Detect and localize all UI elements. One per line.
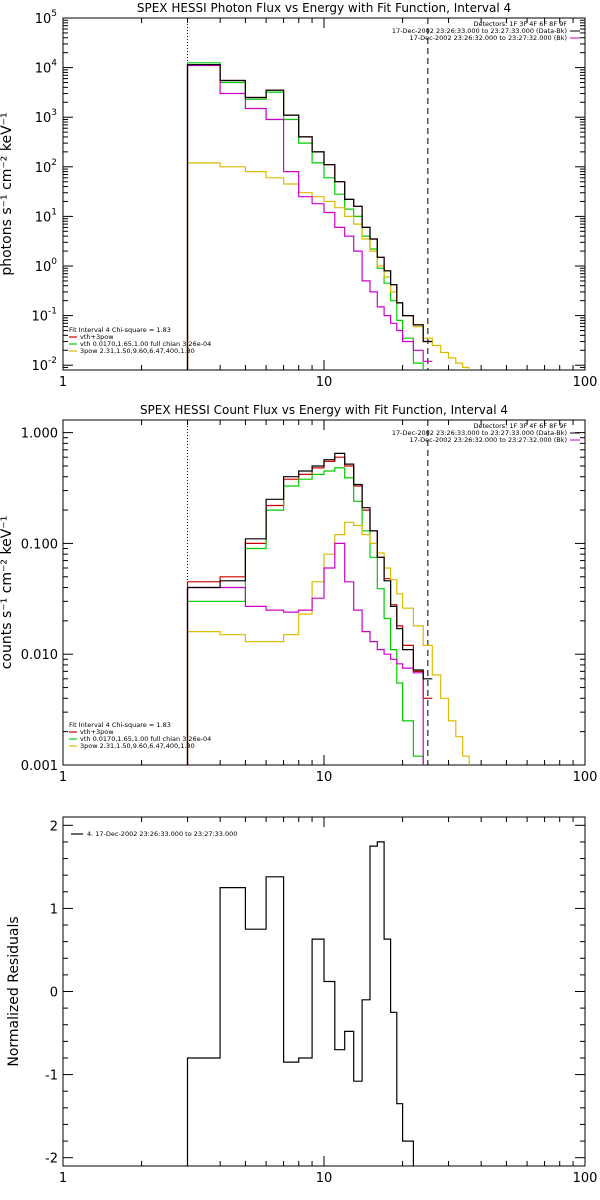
info-text-line: 17-Dec-2002 23:26:33.000 to 23:27:33.000… xyxy=(392,27,567,35)
y-tick-label: 10-2 xyxy=(31,356,57,374)
legend-label: vth+3pow xyxy=(80,333,114,341)
series-group xyxy=(186,62,470,370)
y-tick-label: 103 xyxy=(35,108,57,126)
y-tick-label: 1 xyxy=(50,902,58,917)
y-tick-base: 10 xyxy=(35,111,52,126)
y-tick-base: 10 xyxy=(35,260,52,275)
y-axis-label: Normalized Residuals xyxy=(6,916,22,1066)
y-tick-label: 0.010 xyxy=(21,648,58,663)
y-axis-label: counts s⁻¹ cm⁻² keV⁻¹ xyxy=(0,516,15,670)
plot-frame xyxy=(62,816,586,1167)
x-tick-label: 10 xyxy=(316,770,333,785)
legend-label: 4. 17-Dec-2002 23:26:33.000 to 23:27:33.… xyxy=(87,830,237,838)
y-tick-exponent: 1 xyxy=(51,207,57,217)
info-text-line: 17-Dec-2002 23:26:32.000 to 23:27:32.000… xyxy=(410,436,568,444)
legend-label: 3pow 2.31,1.50,9.60,6.47,400,1.80 xyxy=(80,742,195,750)
plot-frame xyxy=(62,17,586,371)
info-text-line: Detectors: 1F 3F 4F 6F 8F 9F xyxy=(473,20,567,28)
y-tick-exponent: 2 xyxy=(51,158,57,168)
y-tick-label: 10-1 xyxy=(31,307,57,325)
y-tick-label: 100 xyxy=(35,257,58,275)
series-line-0 xyxy=(186,63,433,370)
count-flux-panel: SPEX HESSI Count Flux vs Energy with Fit… xyxy=(0,403,597,785)
y-tick-label: 0.001 xyxy=(21,759,58,774)
y-tick-exponent: 5 xyxy=(51,9,57,19)
y-tick-label: 101 xyxy=(35,207,57,225)
legend-title: Fit Interval 4 Chi-square = 1.83 xyxy=(69,326,171,334)
x-tick-label: 10 xyxy=(316,1171,333,1186)
series-line-1 xyxy=(186,62,424,370)
x-tick-label: 100 xyxy=(573,375,598,390)
y-tick-base: 10 xyxy=(31,359,48,374)
y-tick-base: 10 xyxy=(35,62,52,77)
legend-title: Fit Interval 4 Chi-square = 1.83 xyxy=(69,721,171,729)
photon-flux-panel: SPEX HESSI Photon Flux vs Energy with Fi… xyxy=(0,1,597,390)
y-tick-label: 0 xyxy=(50,986,58,1001)
y-tick-base: 10 xyxy=(35,161,52,176)
y-tick-base: 10 xyxy=(35,12,52,27)
info-text-line: Detectors: 1F 3F 4F 6F 8F 9F xyxy=(473,422,567,430)
series-line-3 xyxy=(186,64,433,370)
x-tick-label: 100 xyxy=(573,1171,598,1186)
x-tick-label: 1 xyxy=(59,770,67,785)
series-group xyxy=(186,452,470,765)
legend-label: vth+3pow xyxy=(80,728,114,736)
x-tick-label: 1 xyxy=(59,375,67,390)
y-tick-base: 10 xyxy=(31,310,48,325)
info-text-line: 17-Dec-2002 23:26:32.000 to 23:27:32.000… xyxy=(410,34,568,42)
chart-title: SPEX HESSI Photon Flux vs Energy with Fi… xyxy=(137,1,511,15)
y-tick-exponent: 3 xyxy=(51,108,57,118)
y-tick-label: -2 xyxy=(45,1152,58,1167)
y-tick-exponent: 0 xyxy=(51,257,57,267)
info-text-line: 17-Dec-2002 23:26:33.000 to 23:27:33.000… xyxy=(392,429,567,437)
y-tick-label: 104 xyxy=(35,59,58,77)
y-tick-exponent: 4 xyxy=(51,59,57,69)
y-tick-label: 2 xyxy=(50,819,58,834)
y-tick-label: -1 xyxy=(45,1069,58,1084)
residuals-panel: 1 10 100 -2 -1 0 1 2 Normalized Residuals 4. 17-D… xyxy=(6,816,598,1186)
y-tick-label: 102 xyxy=(35,158,57,176)
y-axis-label: photons s⁻¹ cm⁻² keV⁻¹ xyxy=(0,112,15,275)
legend-label: 3pow 2.31,1.50,9.60,6.47,400,1.80 xyxy=(80,347,195,355)
x-tick-label: 10 xyxy=(316,375,333,390)
y-tick-base: 10 xyxy=(35,210,52,225)
y-tick-label: 0.100 xyxy=(21,537,58,552)
series-line-0 xyxy=(186,841,414,1166)
y-tick-label: 1.000 xyxy=(21,427,58,442)
series-line-3 xyxy=(186,542,424,765)
y-tick-label: 105 xyxy=(35,9,57,27)
x-tick-label: 100 xyxy=(573,770,598,785)
series-group xyxy=(186,841,414,1166)
y-tick-exponent: -2 xyxy=(48,356,57,366)
legend-label: vth 0.0170,1.65,1.00 full chian 3.26e-04 xyxy=(80,340,211,348)
series-line-1 xyxy=(186,467,424,765)
legend-label: vth 0.0170,1.65,1.00 full chian 3.26e-04 xyxy=(80,735,211,743)
y-tick-exponent: -1 xyxy=(48,307,57,317)
series-line-4 xyxy=(186,63,433,370)
chart-title: SPEX HESSI Count Flux vs Energy with Fit… xyxy=(140,403,508,417)
x-tick-label: 1 xyxy=(59,1171,67,1186)
series-line-4 xyxy=(186,452,433,765)
